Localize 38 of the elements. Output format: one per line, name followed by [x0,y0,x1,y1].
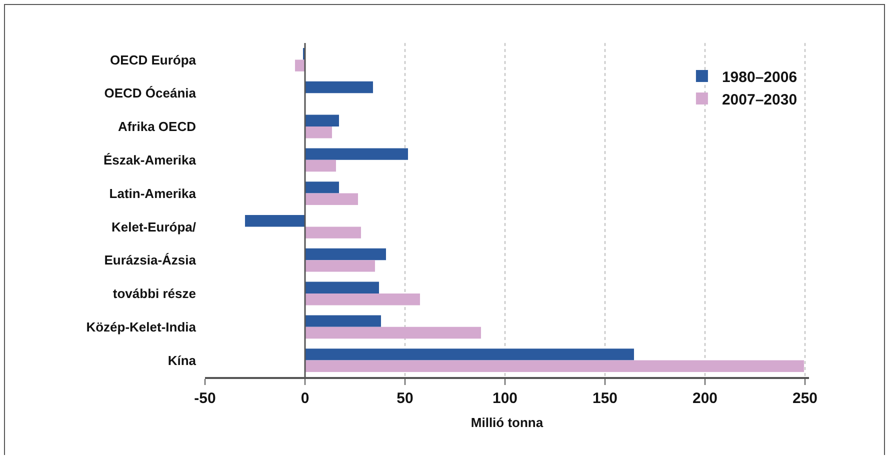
bar [305,114,339,126]
x-tick-label: 0 [300,390,310,407]
bar [305,294,420,306]
bar [305,260,375,272]
x-tick-label: 250 [792,390,818,407]
y-tick-label: OECD Európa [110,52,197,68]
bar [305,226,361,238]
x-axis-title: Millió tonna [470,415,544,430]
x-tick-label: 50 [396,390,414,407]
x-tick-label: 150 [592,390,618,407]
y-tick-label: Afrika OECD [118,119,196,134]
legend-label: 2007–2030 [722,91,798,108]
bar [305,348,634,360]
bar [305,282,379,294]
bar [305,326,481,339]
y-tick-label: Eurázsia-Ázsia [104,252,197,268]
y-tick-label: Észak-Amerika [104,152,197,168]
y-tick-label: Kelet-Európa/ [111,219,196,234]
bar [305,81,373,94]
x-tick-label: -50 [194,390,216,407]
bar [245,215,305,227]
y-tick-label: további része [112,286,196,302]
y-tick-label: Közép-Kelet-India [86,319,197,334]
bar [305,126,332,138]
x-tick-label: 200 [692,390,718,407]
bar [295,60,305,72]
bar [305,193,358,205]
bar [305,160,336,172]
bar [305,248,386,260]
bar [305,148,408,160]
y-tick-label: Kína [168,352,197,368]
y-tick-label: OECD Óceánia [104,86,197,101]
legend-label: 1980–2006 [722,68,798,86]
bar [305,182,339,194]
bar [305,315,381,327]
x-tick-label: 100 [492,390,518,407]
y-tick-label: Latin-Amerika [109,186,197,201]
bar [305,360,804,372]
